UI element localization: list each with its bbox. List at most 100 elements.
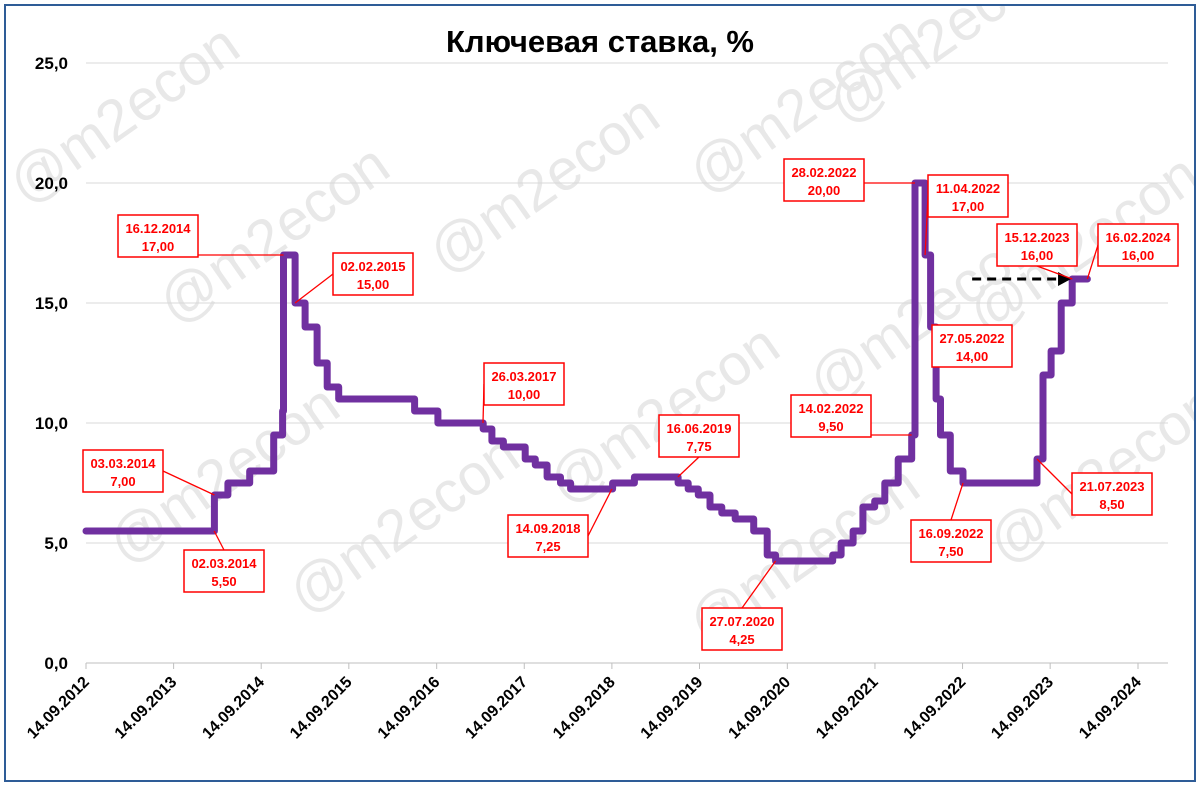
annotation-box bbox=[783, 158, 865, 202]
annotation-layer: 02.03.2014 5,50 03.03.2014 7,00 16.12.2014 17… bbox=[82, 158, 1179, 651]
watermark-text: @m2econ bbox=[816, 6, 1071, 137]
annotation-value: 20,00 bbox=[808, 183, 841, 198]
annotation-date: 27.07.2020 bbox=[709, 614, 774, 629]
annotation-leader-line bbox=[1036, 458, 1073, 495]
annotation-date: 16.09.2022 bbox=[918, 526, 983, 541]
rate-annotation: 03.03.2014 7,00 bbox=[82, 449, 215, 496]
annotation-value: 16,00 bbox=[1122, 248, 1155, 263]
annotation-value: 4,25 bbox=[729, 632, 754, 647]
x-tick-label: 14.09.2020 bbox=[726, 674, 795, 743]
annotation-value: 8,50 bbox=[1099, 497, 1124, 512]
annotation-leader-line bbox=[677, 456, 700, 478]
annotation-date: 14.09.2018 bbox=[515, 521, 580, 536]
annotation-box bbox=[483, 362, 565, 406]
annotation-value: 7,50 bbox=[938, 544, 963, 559]
x-tick-label: 14.09.2017 bbox=[462, 674, 531, 743]
annotation-box bbox=[701, 607, 783, 651]
annotation-date: 16.12.2014 bbox=[125, 221, 191, 236]
annotation-date: 02.02.2015 bbox=[340, 259, 405, 274]
x-tick-label: 14.09.2022 bbox=[901, 674, 970, 743]
x-tick-label: 14.09.2024 bbox=[1076, 674, 1145, 743]
annotation-box bbox=[931, 324, 1013, 368]
annotation-leader-line bbox=[1086, 244, 1099, 280]
chart-frame: @m2econ @m2econ @m2econ @m2econ @m2econ @m2ec… bbox=[4, 4, 1196, 782]
annotation-date: 16.06.2019 bbox=[666, 421, 731, 436]
rate-annotation: 15.12.2023 16,00 bbox=[996, 223, 1078, 280]
annotation-box bbox=[910, 519, 992, 563]
annotation-value: 17,00 bbox=[952, 199, 985, 214]
x-tick-label: 14.09.2016 bbox=[375, 674, 444, 743]
annotation-date: 28.02.2022 bbox=[791, 165, 856, 180]
annotation-box bbox=[1097, 223, 1179, 267]
rate-annotation: 21.07.2023 8,50 bbox=[1036, 458, 1153, 516]
annotation-date: 15.12.2023 bbox=[1004, 230, 1069, 245]
annotation-date: 27.05.2022 bbox=[939, 331, 1004, 346]
rate-annotation: 02.03.2014 5,50 bbox=[183, 530, 265, 593]
x-tick-label: 14.09.2021 bbox=[813, 674, 882, 743]
rate-annotation: 11.04.2022 17,00 bbox=[924, 174, 1009, 256]
annotation-value: 16,00 bbox=[1021, 248, 1054, 263]
annotation-box bbox=[1071, 472, 1153, 516]
rate-annotation: 16.09.2022 7,50 bbox=[910, 482, 992, 563]
annotation-leader-line bbox=[741, 560, 777, 609]
rate-annotation: 16.06.2019 7,75 bbox=[658, 414, 740, 478]
x-tick-label: 14.09.2015 bbox=[287, 674, 356, 743]
annotation-value: 7,00 bbox=[110, 474, 135, 489]
annotation-date: 16.02.2024 bbox=[1105, 230, 1171, 245]
y-tick-label: 0,0 bbox=[44, 654, 68, 673]
annotation-box bbox=[927, 174, 1009, 218]
annotation-value: 17,00 bbox=[142, 239, 175, 254]
rate-annotation: 16.12.2014 17,00 bbox=[117, 214, 284, 258]
rate-annotation: 28.02.2022 20,00 bbox=[783, 158, 916, 202]
rate-annotation: 02.02.2015 15,00 bbox=[294, 252, 414, 304]
x-tick-label: 14.09.2014 bbox=[199, 674, 268, 743]
annotation-value: 10,00 bbox=[508, 387, 541, 402]
y-tick-label: 5,0 bbox=[44, 534, 68, 553]
y-tick-label: 15,0 bbox=[35, 294, 68, 313]
annotation-date: 14.02.2022 bbox=[798, 401, 863, 416]
annotation-box bbox=[332, 252, 414, 296]
annotation-leader-line bbox=[294, 273, 334, 304]
annotation-value: 7,75 bbox=[686, 439, 711, 454]
annotation-date: 03.03.2014 bbox=[90, 456, 156, 471]
y-tick-label: 20,0 bbox=[35, 174, 68, 193]
rate-annotation: 27.05.2022 14,00 bbox=[931, 324, 1013, 368]
chart-canvas: @m2econ@m2econ @m2econ @m2econ@m2econ@m2ec… bbox=[6, 6, 1194, 743]
annotation-leader-line bbox=[587, 488, 613, 537]
x-tick-label: 14.09.2012 bbox=[24, 674, 93, 743]
y-tick-label: 10,0 bbox=[35, 414, 68, 433]
annotation-date: 11.04.2022 bbox=[936, 181, 1000, 196]
annotation-box bbox=[183, 549, 265, 593]
y-tick-label: 25,0 bbox=[35, 54, 68, 73]
annotation-date: 26.03.2017 bbox=[491, 369, 556, 384]
annotation-box bbox=[117, 214, 199, 258]
annotation-box bbox=[658, 414, 740, 458]
x-tick-label: 14.09.2013 bbox=[112, 674, 181, 743]
x-tick-label: 14.09.2023 bbox=[988, 674, 1057, 743]
annotation-leader-line bbox=[162, 470, 215, 496]
annotation-leader-line bbox=[950, 482, 964, 521]
axes: 14.09.2012 14.09.2013 14.09.2014 14.09.2015… bbox=[24, 662, 1168, 743]
rate-annotation: 14.09.2018 7,25 bbox=[507, 488, 613, 558]
rate-annotation: 27.07.2020 4,25 bbox=[701, 560, 783, 651]
annotation-box bbox=[82, 449, 164, 493]
annotation-box bbox=[790, 394, 872, 438]
annotation-box bbox=[507, 514, 589, 558]
annotation-box bbox=[996, 223, 1078, 267]
annotation-value: 9,50 bbox=[818, 419, 843, 434]
annotation-leader-line bbox=[213, 530, 225, 551]
watermark-text: @m2econ bbox=[276, 421, 531, 626]
annotation-value: 14,00 bbox=[956, 349, 989, 364]
rate-annotation: 14.02.2022 9,50 bbox=[790, 394, 912, 438]
annotation-value: 5,50 bbox=[211, 574, 236, 589]
annotation-date: 21.07.2023 bbox=[1079, 479, 1144, 494]
annotation-value: 7,25 bbox=[535, 539, 560, 554]
watermark-text: @m2econ bbox=[416, 81, 671, 286]
annotation-date: 02.03.2014 bbox=[191, 556, 257, 571]
chart-title: Ключевая ставка, % bbox=[446, 24, 754, 59]
rate-annotation: 26.03.2017 10,00 bbox=[482, 362, 565, 424]
x-tick-label: 14.09.2018 bbox=[550, 674, 619, 743]
annotation-leader-line bbox=[1036, 265, 1073, 280]
annotation-value: 15,00 bbox=[357, 277, 390, 292]
x-tick-label: 14.09.2019 bbox=[638, 674, 707, 743]
